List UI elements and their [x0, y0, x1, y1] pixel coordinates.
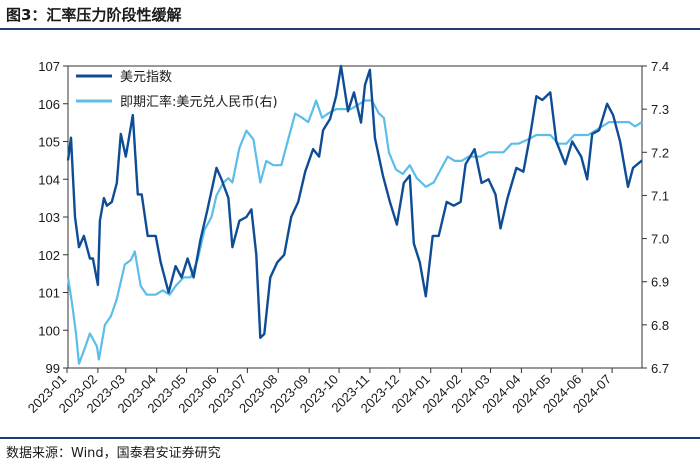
right-axis-tick-label: 6.8 [651, 318, 669, 333]
left-axis-tick-label: 104 [38, 172, 60, 187]
right-axis-tick-label: 7.2 [651, 145, 669, 160]
legend-item-dxy: 美元指数 [76, 70, 172, 85]
right-axis-tick-label: 6.9 [651, 275, 669, 290]
left-axis-tick-label: 107 [38, 59, 60, 74]
chart-series [66, 64, 643, 365]
source-note: 数据来源：Wind，国泰君安证券研究 [6, 446, 221, 461]
left-axis-tick-label: 100 [38, 323, 60, 338]
right-axis-tick-label: 7.1 [651, 188, 669, 203]
legend-label: 美元指数 [120, 70, 172, 85]
line-chart: 99 100 101 102 103 104 105 106 107 6.7 6.8 6.9 7.0 7.… [25, 59, 669, 416]
legend-label: 即期汇率:美元兑人民币(右) [120, 94, 278, 110]
chart-axes: 99 100 101 102 103 104 105 106 107 6.7 6.8 6.9 7.0 7.… [25, 59, 669, 416]
right-axis-tick-label: 7.0 [651, 232, 669, 247]
left-axis-tick-label: 106 [38, 97, 60, 112]
figure-title: 图3：汇率压力阶段性缓解 [6, 6, 182, 24]
bottom-rule [0, 437, 700, 439]
left-axis-tick-label: 102 [38, 248, 60, 263]
plot-frame [67, 65, 643, 369]
dxy-series-line [66, 64, 643, 339]
left-axis-tick-label: 101 [38, 286, 60, 301]
left-axis-tick-label: 99 [46, 361, 60, 376]
usdcny-series-line [66, 99, 643, 365]
right-axis-tick-label: 6.7 [651, 361, 669, 376]
left-axis-tick-label: 103 [38, 210, 60, 225]
right-axis-tick-label: 7.3 [651, 102, 669, 117]
legend-item-usdcny: 即期汇率:美元兑人民币(右) [76, 94, 278, 110]
title-rule [0, 28, 700, 30]
right-axis-tick-label: 7.4 [651, 59, 669, 74]
left-axis-tick-label: 105 [38, 135, 60, 150]
